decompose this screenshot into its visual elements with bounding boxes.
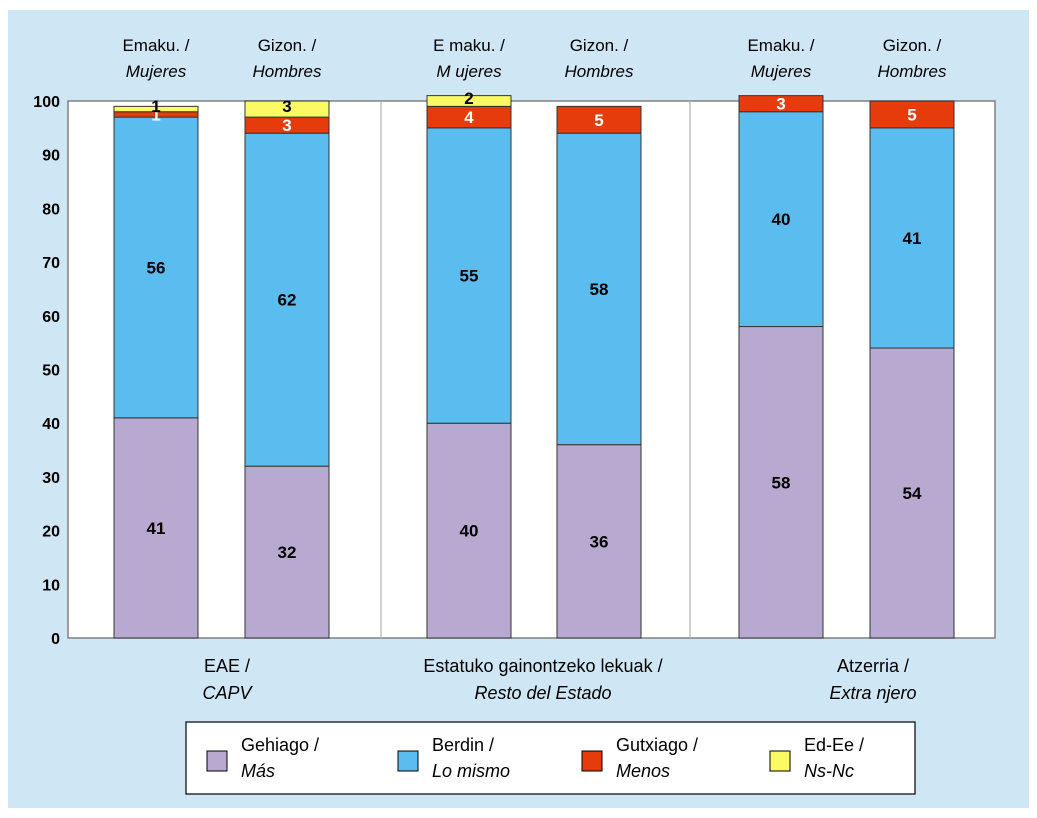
legend-swatch: [581, 750, 603, 772]
bar-segment: [556, 105, 642, 134]
legend-swatch: [769, 750, 791, 772]
legend-box: [185, 721, 916, 795]
bar-segment: [113, 417, 199, 639]
group-label-line1: Estatuko gainontzeko lekuak /: [423, 656, 662, 676]
data-label: 5: [594, 111, 603, 130]
y-tick-label: 30: [42, 470, 60, 487]
bar-segment: [869, 127, 955, 349]
legend-label-line2: Ns-Nc: [804, 761, 854, 781]
legend-label-line1: Gehiago /: [241, 735, 319, 755]
data-label: 1: [151, 105, 160, 124]
bar-header-line2: Mujeres: [126, 62, 187, 81]
legend-label-line1: Berdin /: [432, 735, 494, 755]
legend: Gehiago / Más Berdin / Lo mismo Gutxiago / Me…: [185, 721, 916, 795]
bar-header-line1: Emaku. /: [122, 36, 189, 55]
bar-segment: [556, 132, 642, 446]
data-label: 4: [464, 108, 474, 127]
bar-segment: [738, 95, 824, 113]
bar-headers: Emaku. / Mujeres Gizon. / Hombres E maku. / M…: [122, 36, 947, 81]
y-axis: 0 10 20 30 40 50 60 70 80 90 100: [33, 94, 60, 648]
y-tick-label: 70: [42, 255, 60, 272]
data-label: 58: [590, 280, 609, 299]
bar-header-line1: E maku. /: [433, 36, 505, 55]
bar-segment: [426, 95, 512, 107]
bar-segment: [738, 326, 824, 639]
data-label: 40: [460, 522, 479, 541]
bar-segment: [869, 100, 955, 129]
data-label: 40: [772, 210, 791, 229]
bar-segment: [426, 422, 512, 639]
data-label: 3: [282, 116, 291, 135]
data-label: 55: [460, 267, 479, 286]
bar-header-line1: Gizon. /: [883, 36, 942, 55]
legend-swatch: [397, 750, 419, 772]
bar-header-line2: Hombres: [565, 62, 634, 81]
legend-label-line1: Ed-Ee /: [804, 735, 864, 755]
bar-header-line1: Gizon. /: [258, 36, 317, 55]
bar-header-line2: Hombres: [878, 62, 947, 81]
y-tick-label: 100: [33, 94, 60, 111]
legend-label-line2: Menos: [616, 761, 670, 781]
y-tick-label: 20: [42, 524, 60, 541]
bar-segment: [113, 116, 199, 419]
plot-background: [67, 100, 996, 639]
y-tick-label: 90: [42, 148, 60, 165]
bar-header-line1: Gizon. /: [570, 36, 629, 55]
bar-header-line2: Hombres: [253, 62, 322, 81]
bar-segment: [244, 100, 330, 118]
data-label: 58: [772, 473, 791, 492]
bar-segment: [113, 105, 199, 113]
y-tick-label: 50: [42, 363, 60, 380]
bar-segment: [738, 111, 824, 328]
bar-segment: [556, 444, 642, 639]
group-label-line2: Extra njero: [829, 683, 916, 703]
legend-label-line2: Lo mismo: [432, 761, 510, 781]
y-tick-label: 40: [42, 416, 60, 433]
data-label: 54: [903, 484, 922, 503]
bar-segment: [244, 132, 330, 467]
y-tick-label: 10: [42, 577, 60, 594]
legend-label-line1: Gutxiago /: [616, 735, 698, 755]
bar-segment: [869, 347, 955, 639]
data-label: 41: [903, 229, 922, 248]
data-label: 32: [278, 543, 297, 562]
data-label: 2: [464, 89, 473, 108]
bar-segment: [426, 127, 512, 424]
legend-swatch: [206, 750, 228, 772]
y-tick-label: 0: [51, 631, 60, 648]
data-label: 3: [282, 97, 291, 116]
y-tick-label: 80: [42, 201, 60, 218]
data-label: 41: [147, 519, 166, 538]
group-label-line1: EAE /: [204, 656, 250, 676]
data-label: 56: [147, 258, 166, 277]
bar-header-line2: M ujeres: [436, 62, 502, 81]
bar-segment: [244, 465, 330, 639]
data-label: 1: [151, 97, 160, 116]
bar-header-line1: Emaku. /: [747, 36, 814, 55]
data-label: 36: [590, 532, 609, 551]
group-labels: EAE / CAPV Estatuko gainontzeko lekuak / Re…: [202, 656, 916, 703]
data-label: 3: [776, 95, 785, 114]
data-label: 5: [907, 105, 916, 124]
data-label: 62: [278, 291, 297, 310]
y-tick-label: 60: [42, 309, 60, 326]
group-label-line2: CAPV: [202, 683, 253, 703]
legend-label-line2: Más: [241, 761, 275, 781]
group-label-line1: Atzerria /: [837, 656, 909, 676]
bar-header-line2: Mujeres: [751, 62, 812, 81]
group-label-line2: Resto del Estado: [474, 683, 611, 703]
